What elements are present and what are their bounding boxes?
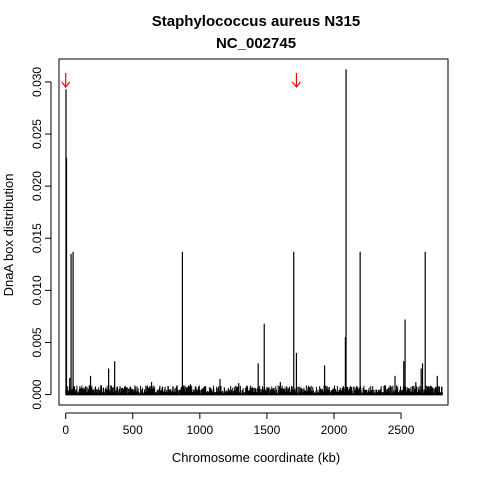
y-tick-label: 0.005 (30, 327, 44, 357)
x-tick-label: 500 (123, 423, 143, 437)
down-arrow-icon-head (291, 81, 301, 88)
x-axis-label: Chromosome coordinate (kb) (172, 450, 340, 465)
plot-area: 0 500 1000 1500 2000 2500 0.000 0.005 0.010 0.015… (30, 58, 449, 437)
y-tick-label: 0.015 (30, 223, 44, 253)
y-tick-label: 0.025 (30, 119, 44, 149)
y-axis-label: DnaA box distribution (1, 174, 16, 297)
y-tick-label: 0.000 (30, 379, 44, 409)
chart-subtitle: NC_002745 (216, 35, 296, 52)
plot-frame (58, 58, 449, 406)
x-tick-label: 2500 (388, 423, 415, 437)
chart-title: Staphylococcus aureus N315 (152, 13, 360, 30)
y-tick-label: 0.020 (30, 171, 44, 201)
down-arrow-icon-head (61, 81, 71, 88)
x-tick-label: 0 (62, 423, 69, 437)
x-tick-label: 1000 (186, 423, 213, 437)
x-tick-label: 1500 (254, 423, 281, 437)
y-tick-label: 0.010 (30, 275, 44, 305)
x-tick-label: 2000 (321, 423, 348, 437)
y-tick-label: 0.030 (30, 67, 44, 97)
